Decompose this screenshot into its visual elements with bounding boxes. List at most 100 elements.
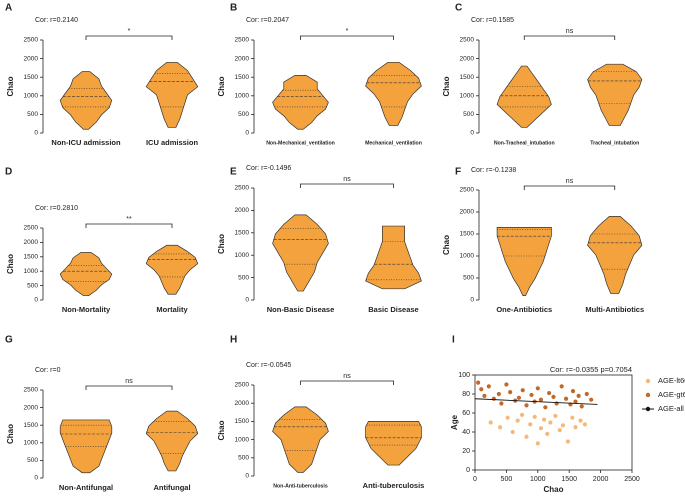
scatter-point	[551, 394, 556, 399]
x-tick-label: ICU admission	[146, 138, 199, 147]
y-tick-label: 0	[245, 297, 249, 304]
scatter-point	[570, 415, 575, 420]
y-tick-label: 1500	[460, 231, 475, 238]
scatter-point	[488, 420, 493, 425]
y-tick-label: 500	[463, 111, 474, 118]
x-tick-label: Anti-tuberculosis	[363, 481, 425, 490]
y-tick-label: 1500	[235, 230, 250, 237]
scatter-point	[529, 392, 534, 398]
scatter-point	[554, 401, 559, 406]
plot-frame	[474, 374, 633, 471]
scatter-point	[510, 429, 515, 435]
correlation-label: Cor: r=0	[35, 367, 61, 374]
scatter-point	[563, 396, 569, 401]
scatter-point	[532, 414, 537, 419]
y-tick-label: 0	[34, 475, 38, 482]
x-tick-label: Mechanical_ventilation	[365, 140, 422, 146]
y-axis-label: Chao	[217, 420, 226, 440]
scatter-point	[515, 418, 520, 423]
significance-label: *	[346, 28, 349, 35]
violin	[365, 61, 422, 126]
significance-bracket	[85, 35, 173, 40]
scatter-point	[524, 434, 529, 439]
chart-title: Cor: r=-0.0355 p=0.7054	[550, 365, 632, 374]
legend-marker	[645, 378, 651, 384]
significance-label: ns	[566, 178, 574, 185]
y-tick-label: 1000	[460, 93, 475, 100]
trend-line	[474, 398, 598, 405]
violin	[365, 225, 422, 290]
scatter-point	[486, 384, 491, 389]
panel-letter: F	[455, 167, 461, 178]
scatter-point	[543, 405, 548, 410]
x-tick-label: 500	[501, 476, 513, 483]
y-tick-label: 1500	[235, 418, 250, 425]
y-tick-label: 0	[470, 297, 474, 304]
scatter-point	[491, 396, 496, 401]
scatter-point	[579, 404, 584, 409]
violin	[496, 65, 552, 128]
scatter-point	[589, 397, 594, 402]
scatter-point	[560, 423, 566, 428]
x-tick-label: Non-Anti-tuberculosis	[273, 483, 328, 489]
x-tick-label: 2500	[624, 476, 640, 483]
scatter-point	[520, 412, 525, 417]
significance-label: **	[126, 216, 132, 223]
scatter-point	[498, 425, 503, 430]
significance-bracket	[523, 185, 616, 190]
correlation-label: Cor: r=-0.0545	[246, 362, 291, 369]
y-tick-label: 0	[34, 130, 38, 137]
significance-label: ns	[566, 28, 574, 35]
y-tick-label: 500	[238, 274, 249, 281]
x-tick-label: Non-Mechanical_ventilation	[266, 140, 335, 146]
scatter-point	[565, 439, 571, 444]
y-tick-label: 2500	[235, 382, 250, 389]
x-tick-label: 2000	[593, 476, 609, 483]
y-tick-label: 500	[27, 111, 38, 118]
panel-letter: D	[5, 167, 12, 178]
y-tick-label: 1500	[24, 422, 39, 429]
y-tick-label: 0	[466, 467, 470, 474]
y-tick-label: 2500	[235, 37, 250, 44]
scatter-point	[557, 428, 562, 433]
y-tick-label: 500	[238, 455, 249, 462]
y-tick-label: 1000	[235, 93, 250, 100]
y-axis-label: Chao	[217, 76, 226, 96]
violin	[365, 421, 422, 466]
y-tick-label: 1000	[460, 253, 475, 260]
significance-bracket	[300, 380, 394, 385]
x-tick-label: Non-Tracheal_intubation	[494, 140, 555, 146]
significance-label: ns	[125, 378, 133, 385]
significance-bracket	[523, 35, 616, 40]
correlation-label: Cor: r=0.2047	[246, 17, 289, 24]
legend-marker	[645, 406, 651, 412]
y-tick-label: 80	[462, 391, 470, 398]
y-axis-label: Chao	[442, 235, 451, 255]
scatter-point	[538, 397, 544, 402]
y-tick-label: 2000	[24, 55, 39, 62]
y-axis-label: Chao	[6, 424, 15, 444]
y-tick-label: 500	[238, 111, 249, 118]
y-tick-label: 1000	[24, 440, 39, 447]
x-tick-label: Mortality	[156, 305, 188, 314]
violin	[145, 244, 199, 295]
y-tick-label: 2500	[460, 187, 475, 194]
legend-label: AGE-gt60	[658, 390, 685, 399]
y-tick-label: 2000	[235, 207, 250, 214]
panel-letter: A	[5, 3, 12, 14]
violin	[587, 63, 643, 126]
violin	[59, 252, 113, 297]
significance-label: ns	[343, 373, 351, 380]
scatter-point	[505, 415, 510, 420]
scatter-point	[573, 399, 578, 404]
y-tick-label: 500	[27, 457, 38, 464]
significance-bracket	[300, 183, 394, 188]
scatter-point	[528, 422, 533, 427]
scatter-point	[520, 388, 525, 393]
scatter-point	[516, 395, 522, 400]
y-tick-label: 1000	[24, 93, 39, 100]
scatter-point	[541, 417, 547, 422]
violin	[587, 216, 643, 294]
violin	[59, 71, 113, 130]
